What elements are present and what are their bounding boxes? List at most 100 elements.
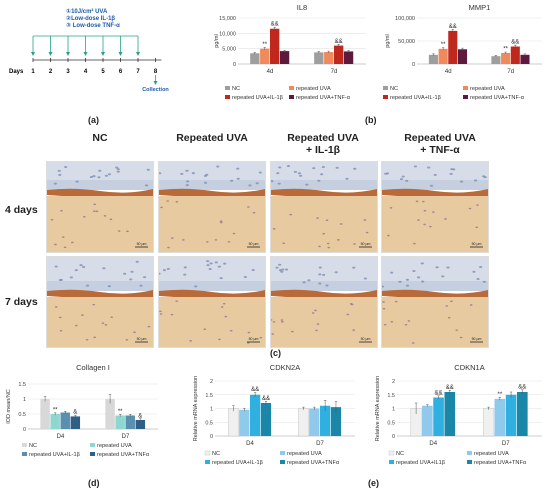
panel-label-b: (b) <box>365 115 377 125</box>
tissue-band <box>159 188 265 198</box>
legend-swatch <box>289 95 294 99</box>
bar <box>314 52 324 64</box>
collagen-chart: Collagen I IOD mean/NC 0 0.5 1 1.5 ** & D4 ** & D7 N… <box>6 363 158 458</box>
bar <box>270 28 280 64</box>
legend-swatch <box>90 443 95 447</box>
y-tick-label: 1 <box>23 397 26 403</box>
bar <box>125 415 135 429</box>
day-number: 8 <box>154 69 158 75</box>
arrow-head <box>66 52 70 56</box>
legend-swatch <box>463 86 468 90</box>
legend-label: repeated UVA+TNFα <box>97 452 150 458</box>
bar <box>457 49 468 64</box>
legend-label: repeated UVA+IL-1β <box>232 95 283 101</box>
legend-swatch <box>225 86 230 90</box>
bar <box>40 399 50 429</box>
arrow-head <box>101 52 105 56</box>
bar <box>239 409 250 436</box>
bar <box>279 51 290 64</box>
x-tick-label: 4d <box>445 69 452 75</box>
significance-mark: && <box>251 387 259 393</box>
arrow-head <box>83 52 88 56</box>
bar <box>260 403 272 436</box>
y-tick-label: 1.5 <box>205 393 213 399</box>
legend-swatch <box>22 452 27 456</box>
arrow-head <box>48 52 53 56</box>
legend-swatch <box>225 95 230 99</box>
tissue-band <box>47 289 153 299</box>
significance-mark: ** <box>441 42 446 48</box>
arrow-head <box>118 52 123 56</box>
micrograph-tile: 50 µm <box>158 256 266 348</box>
scale-bar-label: 50 µm <box>137 337 147 341</box>
column-header-uva-tnfa: Repeated UVA + TNF-α <box>404 132 476 156</box>
bar <box>135 420 146 429</box>
y-tick-label: 1 <box>210 407 213 413</box>
legend-swatch <box>22 443 27 447</box>
scale-bar-label: 50 µm <box>472 337 482 341</box>
day-number: 2 <box>49 69 53 75</box>
chart-title: Collagen I <box>76 363 110 372</box>
legend-label: repeated UVA <box>470 86 505 92</box>
treatment-label: ①10J/cm² UVA <box>66 8 108 15</box>
tissue-band <box>271 289 377 299</box>
y-axis-label: Relative mRNA expression <box>375 376 381 441</box>
micrograph-tile: 50 µm <box>381 256 489 348</box>
significance-mark: && <box>335 39 343 45</box>
bar <box>516 392 528 436</box>
y-axis-label: pg/ml <box>214 34 220 47</box>
arrow-head <box>136 52 140 56</box>
chart-title: CDKN2A <box>270 363 300 372</box>
x-tick-label: 7d <box>507 69 514 75</box>
row-label-4-days: 4 days <box>5 204 38 216</box>
scale-bar-label: 50 µm <box>361 242 371 246</box>
legend-swatch <box>467 451 472 455</box>
bar <box>250 53 260 64</box>
scale-bar-label: 50 µm <box>249 337 259 341</box>
bar <box>50 414 60 429</box>
tissue-band <box>47 188 153 198</box>
micrograph-tile: 50 µm <box>270 256 378 348</box>
bar <box>324 52 334 64</box>
significance-mark: && <box>518 384 526 390</box>
legend-label: repeated UVA+TNFα <box>287 460 340 466</box>
legend-swatch <box>204 450 211 456</box>
significance-mark: & <box>73 410 77 416</box>
bar <box>330 407 342 436</box>
legend-label: repeated UVA <box>474 451 509 457</box>
panel-label-a: (a) <box>88 115 99 125</box>
significance-mark: && <box>271 22 279 28</box>
significance-mark: && <box>262 396 270 402</box>
tissue-band <box>159 289 265 299</box>
y-tick-label: 1 <box>392 407 395 413</box>
legend-swatch <box>383 86 388 90</box>
y-tick-label: 0.5 <box>387 420 395 426</box>
legend-label: repeated UVA <box>296 86 331 92</box>
bar <box>505 394 517 436</box>
y-tick-label: 1.5 <box>387 393 395 399</box>
x-tick-label: D4 <box>57 434 65 440</box>
bar <box>444 392 456 436</box>
bar <box>334 45 344 64</box>
significance-mark: ** <box>497 392 502 398</box>
legend-label: repeated UVA+IL-1β <box>212 460 263 466</box>
y-axis-label: Relative mRNA expression <box>193 376 199 441</box>
bar <box>491 56 501 64</box>
legend-swatch <box>388 450 395 456</box>
significance-mark: && <box>435 390 443 396</box>
treatment-label: ②Low-dose IL-1β <box>66 15 115 22</box>
bar <box>501 52 511 64</box>
legend-swatch <box>467 460 472 464</box>
micrograph-tile: 50 µm <box>46 161 154 253</box>
legend-label: repeated UVA+IL1β <box>396 460 445 466</box>
legend-swatch <box>205 460 210 464</box>
y-tick-label: 1.5 <box>18 382 26 388</box>
bar <box>260 48 270 64</box>
legend-label: NC <box>232 86 240 92</box>
y-tick-label: 0 <box>210 434 213 440</box>
column-header-nc: NC <box>92 132 108 144</box>
legend-label: NC <box>396 451 404 457</box>
y-axis-label: pg/ml <box>385 34 391 47</box>
micrograph-tile: 50 µm <box>158 161 266 253</box>
